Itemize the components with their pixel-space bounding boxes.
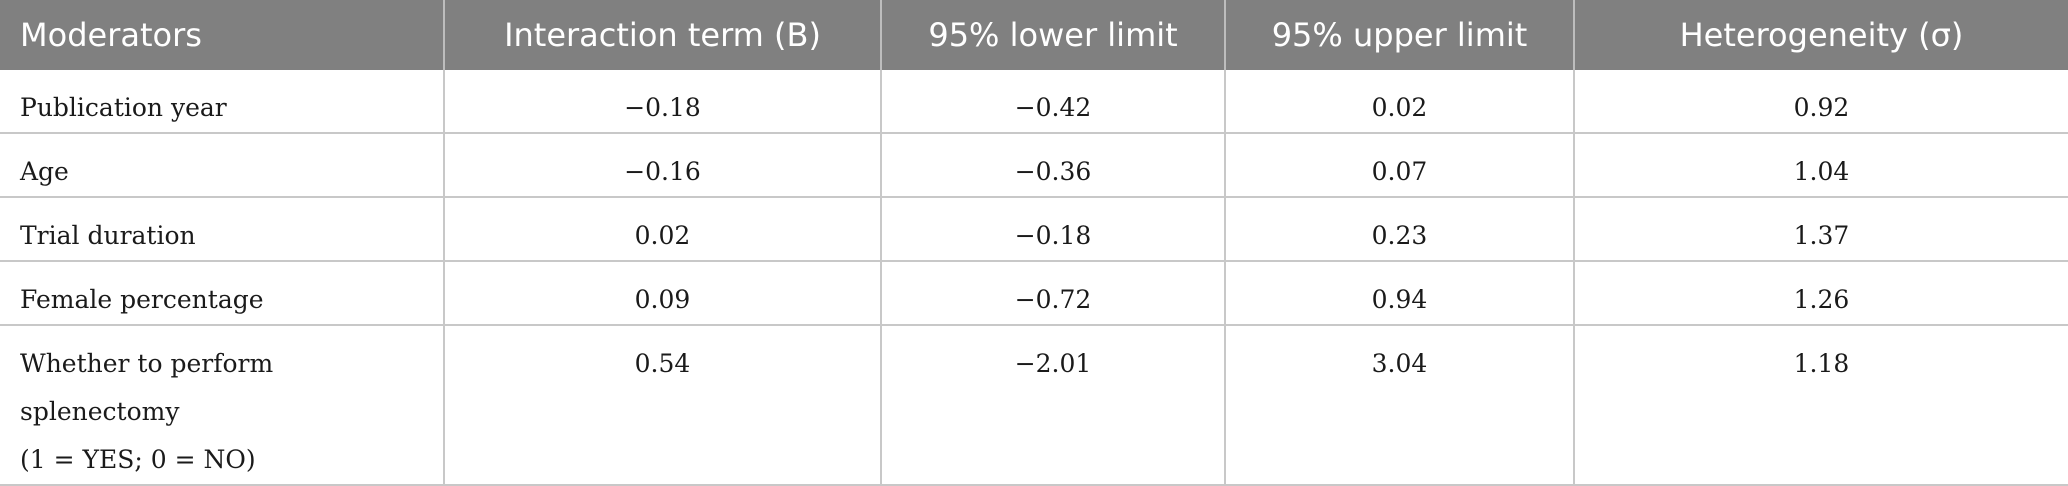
- cell-heterogeneity: 0.92: [1574, 70, 2068, 134]
- cell-moderator-line1: Whether to perform splenectomy: [20, 349, 274, 426]
- cell-moderator: Publication year: [0, 70, 445, 134]
- cell-upper: 0.07: [1225, 133, 1575, 198]
- cell-heterogeneity: 1.37: [1574, 197, 2068, 262]
- cell-upper: 3.04: [1225, 325, 1575, 486]
- header-interaction-term: Interaction term (B): [444, 0, 882, 70]
- cell-heterogeneity: 1.04: [1574, 133, 2068, 198]
- cell-heterogeneity: 1.26: [1574, 261, 2068, 326]
- table-row: Age −0.16 −0.36 0.07 1.04: [0, 133, 2068, 198]
- cell-lower: −0.72: [881, 261, 1226, 326]
- header-heterogeneity: Heterogeneity (σ): [1574, 0, 2068, 70]
- cell-lower: −0.42: [881, 70, 1226, 134]
- table-row: Female percentage 0.09 −0.72 0.94 1.26: [0, 261, 2068, 326]
- cell-heterogeneity: 1.18: [1574, 325, 2068, 486]
- cell-interaction: 0.02: [444, 197, 882, 262]
- cell-lower: −0.36: [881, 133, 1226, 198]
- cell-interaction: 0.54: [444, 325, 882, 486]
- cell-interaction: 0.09: [444, 261, 882, 326]
- header-moderators: Moderators: [0, 0, 445, 70]
- table-row: Publication year −0.18 −0.42 0.02 0.92: [0, 70, 2068, 134]
- table-row: Trial duration 0.02 −0.18 0.23 1.37: [0, 197, 2068, 262]
- cell-moderator: Trial duration: [0, 197, 445, 262]
- table-header: Moderators Interaction term (B) 95% lowe…: [0, 0, 2068, 70]
- table-row: Whether to perform splenectomy (1 = YES;…: [0, 325, 2068, 486]
- cell-interaction: −0.16: [444, 133, 882, 198]
- table-body: Publication year −0.18 −0.42 0.02 0.92 A…: [0, 70, 2068, 486]
- header-upper-limit: 95% upper limit: [1225, 0, 1575, 70]
- cell-moderator: Female percentage: [0, 261, 445, 326]
- cell-moderator: Whether to perform splenectomy (1 = YES;…: [0, 325, 445, 486]
- cell-upper: 0.23: [1225, 197, 1575, 262]
- cell-moderator-line2: (1 = YES; 0 = NO): [20, 445, 256, 474]
- cell-upper: 0.02: [1225, 70, 1575, 134]
- header-row: Moderators Interaction term (B) 95% lowe…: [0, 0, 2068, 70]
- cell-upper: 0.94: [1225, 261, 1575, 326]
- header-lower-limit: 95% lower limit: [881, 0, 1226, 70]
- cell-lower: −0.18: [881, 197, 1226, 262]
- cell-interaction: −0.18: [444, 70, 882, 134]
- cell-moderator: Age: [0, 133, 445, 198]
- cell-lower: −2.01: [881, 325, 1226, 486]
